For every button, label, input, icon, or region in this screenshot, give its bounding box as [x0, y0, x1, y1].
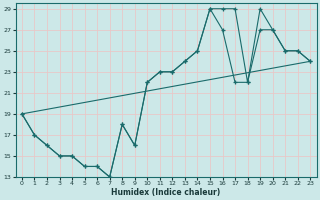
X-axis label: Humidex (Indice chaleur): Humidex (Indice chaleur) — [111, 188, 221, 197]
